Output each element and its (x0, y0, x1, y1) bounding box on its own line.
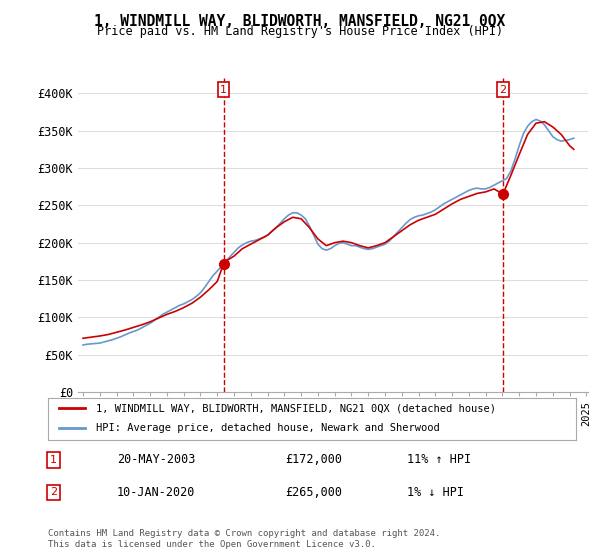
Text: £172,000: £172,000 (286, 453, 343, 466)
Text: 1, WINDMILL WAY, BLIDWORTH, MANSFIELD, NG21 0QX: 1, WINDMILL WAY, BLIDWORTH, MANSFIELD, N… (94, 14, 506, 29)
Text: 1: 1 (220, 85, 227, 95)
Text: Price paid vs. HM Land Registry's House Price Index (HPI): Price paid vs. HM Land Registry's House … (97, 25, 503, 38)
Text: 1, WINDMILL WAY, BLIDWORTH, MANSFIELD, NG21 0QX (detached house): 1, WINDMILL WAY, BLIDWORTH, MANSFIELD, N… (95, 403, 496, 413)
Text: 2: 2 (499, 85, 506, 95)
Text: 11% ↑ HPI: 11% ↑ HPI (407, 453, 471, 466)
Text: HPI: Average price, detached house, Newark and Sherwood: HPI: Average price, detached house, Newa… (95, 423, 439, 433)
Text: 20-MAY-2003: 20-MAY-2003 (116, 453, 195, 466)
Text: 2: 2 (50, 487, 57, 497)
Text: 10-JAN-2020: 10-JAN-2020 (116, 486, 195, 499)
Text: Contains HM Land Registry data © Crown copyright and database right 2024.
This d: Contains HM Land Registry data © Crown c… (48, 529, 440, 549)
Text: £265,000: £265,000 (286, 486, 343, 499)
Text: 1% ↓ HPI: 1% ↓ HPI (407, 486, 464, 499)
Text: 1: 1 (50, 455, 57, 465)
